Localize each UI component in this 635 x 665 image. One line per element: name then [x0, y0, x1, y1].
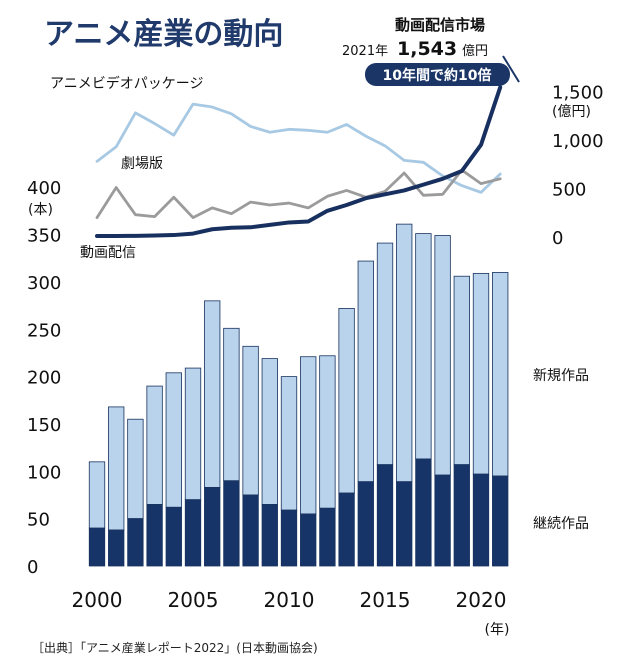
y-left-tick-label: 0: [27, 557, 38, 578]
bar-continuing-works-2021: [492, 475, 509, 567]
bar-new-works-2006: [204, 300, 221, 488]
line-video-package: [95, 102, 502, 194]
bar-new-works-2015: [376, 242, 394, 466]
bar-layer: [88, 223, 509, 567]
y-right-tick-label: 500: [552, 180, 586, 201]
x-tick-label: 2005: [168, 588, 219, 612]
y-right-unit: (億円): [552, 104, 591, 120]
x-unit: (年): [485, 622, 510, 638]
bar-new-works-2007: [223, 327, 240, 482]
bar-new-works-2019: [453, 275, 470, 466]
bar-continuing-works-2012: [319, 507, 336, 567]
y-right-tick-label: 1,500: [552, 83, 604, 104]
bar-continuing-works-2011: [300, 513, 317, 567]
bar-new-works-2009: [261, 358, 278, 505]
source-note: ［出典］「アニメ産業レポート2022」(日本動画協会): [32, 640, 318, 655]
y-left-unit: (本): [28, 202, 53, 218]
bar-continuing-works-2013: [338, 492, 355, 567]
bar-new-works-2017: [415, 233, 432, 460]
bar-continuing-works-2007: [223, 480, 240, 567]
y-left-tick-label: 150: [27, 415, 61, 436]
bar-continuing-works-2000: [88, 527, 106, 567]
bar-new-works-2008: [242, 345, 259, 496]
callout-year: 2021年: [342, 44, 388, 59]
bar-continuing-works-2017: [415, 458, 432, 567]
line-layer: [95, 85, 503, 239]
bar-new-works-2000: [88, 461, 106, 529]
tick-layer: 0 50 100 150 200 250 300 350 400 0 500 1,000 1,500 20…: [27, 83, 604, 613]
bar-new-works-2013: [338, 308, 355, 494]
x-tick-label: 2000: [72, 588, 123, 612]
y-left-tick-label: 100: [27, 462, 61, 483]
bar-continuing-works-2002: [127, 518, 144, 567]
bar-new-works-2020: [472, 272, 490, 475]
callout-badge-text: 10年間で約10倍: [383, 67, 492, 84]
bar-continuing-works-2009: [261, 504, 278, 567]
label-theatrical: 劇場版: [121, 156, 163, 172]
label-new-works: 新規作品: [533, 368, 589, 384]
x-tick-label: 2010: [264, 588, 315, 612]
callout-pointer: [502, 55, 520, 83]
bar-continuing-works-2010: [280, 509, 298, 567]
bar-continuing-works-2016: [396, 481, 413, 567]
bar-new-works-2016: [396, 223, 413, 483]
x-tick-label: 2015: [360, 588, 411, 612]
y-left-tick-label: 300: [27, 273, 61, 294]
bar-continuing-works-2001: [108, 529, 125, 567]
bar-continuing-works-2014: [357, 481, 374, 567]
bar-new-works-2014: [357, 260, 374, 483]
y-right-tick-label: 0: [552, 228, 563, 249]
bar-continuing-works-2008: [242, 494, 259, 567]
bar-new-works-2012: [319, 355, 336, 509]
y-left-tick-label: 200: [27, 368, 61, 389]
bar-continuing-works-2005: [184, 499, 202, 567]
label-continuing-works: 継続作品: [533, 515, 589, 532]
callout-unit: 億円: [462, 43, 488, 59]
line-streaming: [95, 85, 503, 239]
callout-badge: [365, 63, 510, 86]
bar-continuing-works-2018: [434, 474, 451, 567]
bar-new-works-2004: [165, 372, 182, 508]
y-left-tick-label: 250: [27, 320, 61, 341]
bar-new-works-2005: [184, 367, 202, 501]
y-left-tick-label: 400: [27, 178, 61, 199]
bar-new-works-2018: [434, 235, 451, 476]
label-video-package: アニメビデオパッケージ: [50, 75, 203, 92]
bar-new-works-2010: [280, 376, 298, 511]
y-right-tick-label: 1,000: [552, 131, 604, 152]
bar-continuing-works-2006: [204, 486, 221, 567]
bar-new-works-2002: [127, 418, 144, 520]
bar-continuing-works-2003: [146, 504, 163, 567]
label-streaming: 動画配信: [80, 245, 136, 261]
bar-new-works-2011: [300, 356, 317, 515]
line-theatrical: [95, 168, 502, 220]
bar-continuing-works-2004: [165, 506, 182, 567]
bar-continuing-works-2019: [453, 464, 470, 567]
callout-title: 動画配信市場: [395, 16, 485, 34]
x-tick-label: 2020: [456, 588, 507, 612]
callout-value: 1,543: [397, 38, 457, 60]
y-left-tick-label: 50: [27, 510, 50, 531]
bar-new-works-2003: [146, 385, 163, 505]
bar-continuing-works-2015: [376, 464, 394, 567]
bar-new-works-2021: [492, 272, 509, 477]
bar-continuing-works-2020: [472, 473, 490, 567]
chart-title: アニメ産業の動向: [44, 17, 283, 52]
y-left-tick-label: 350: [27, 226, 61, 247]
bar-new-works-2001: [108, 406, 125, 531]
